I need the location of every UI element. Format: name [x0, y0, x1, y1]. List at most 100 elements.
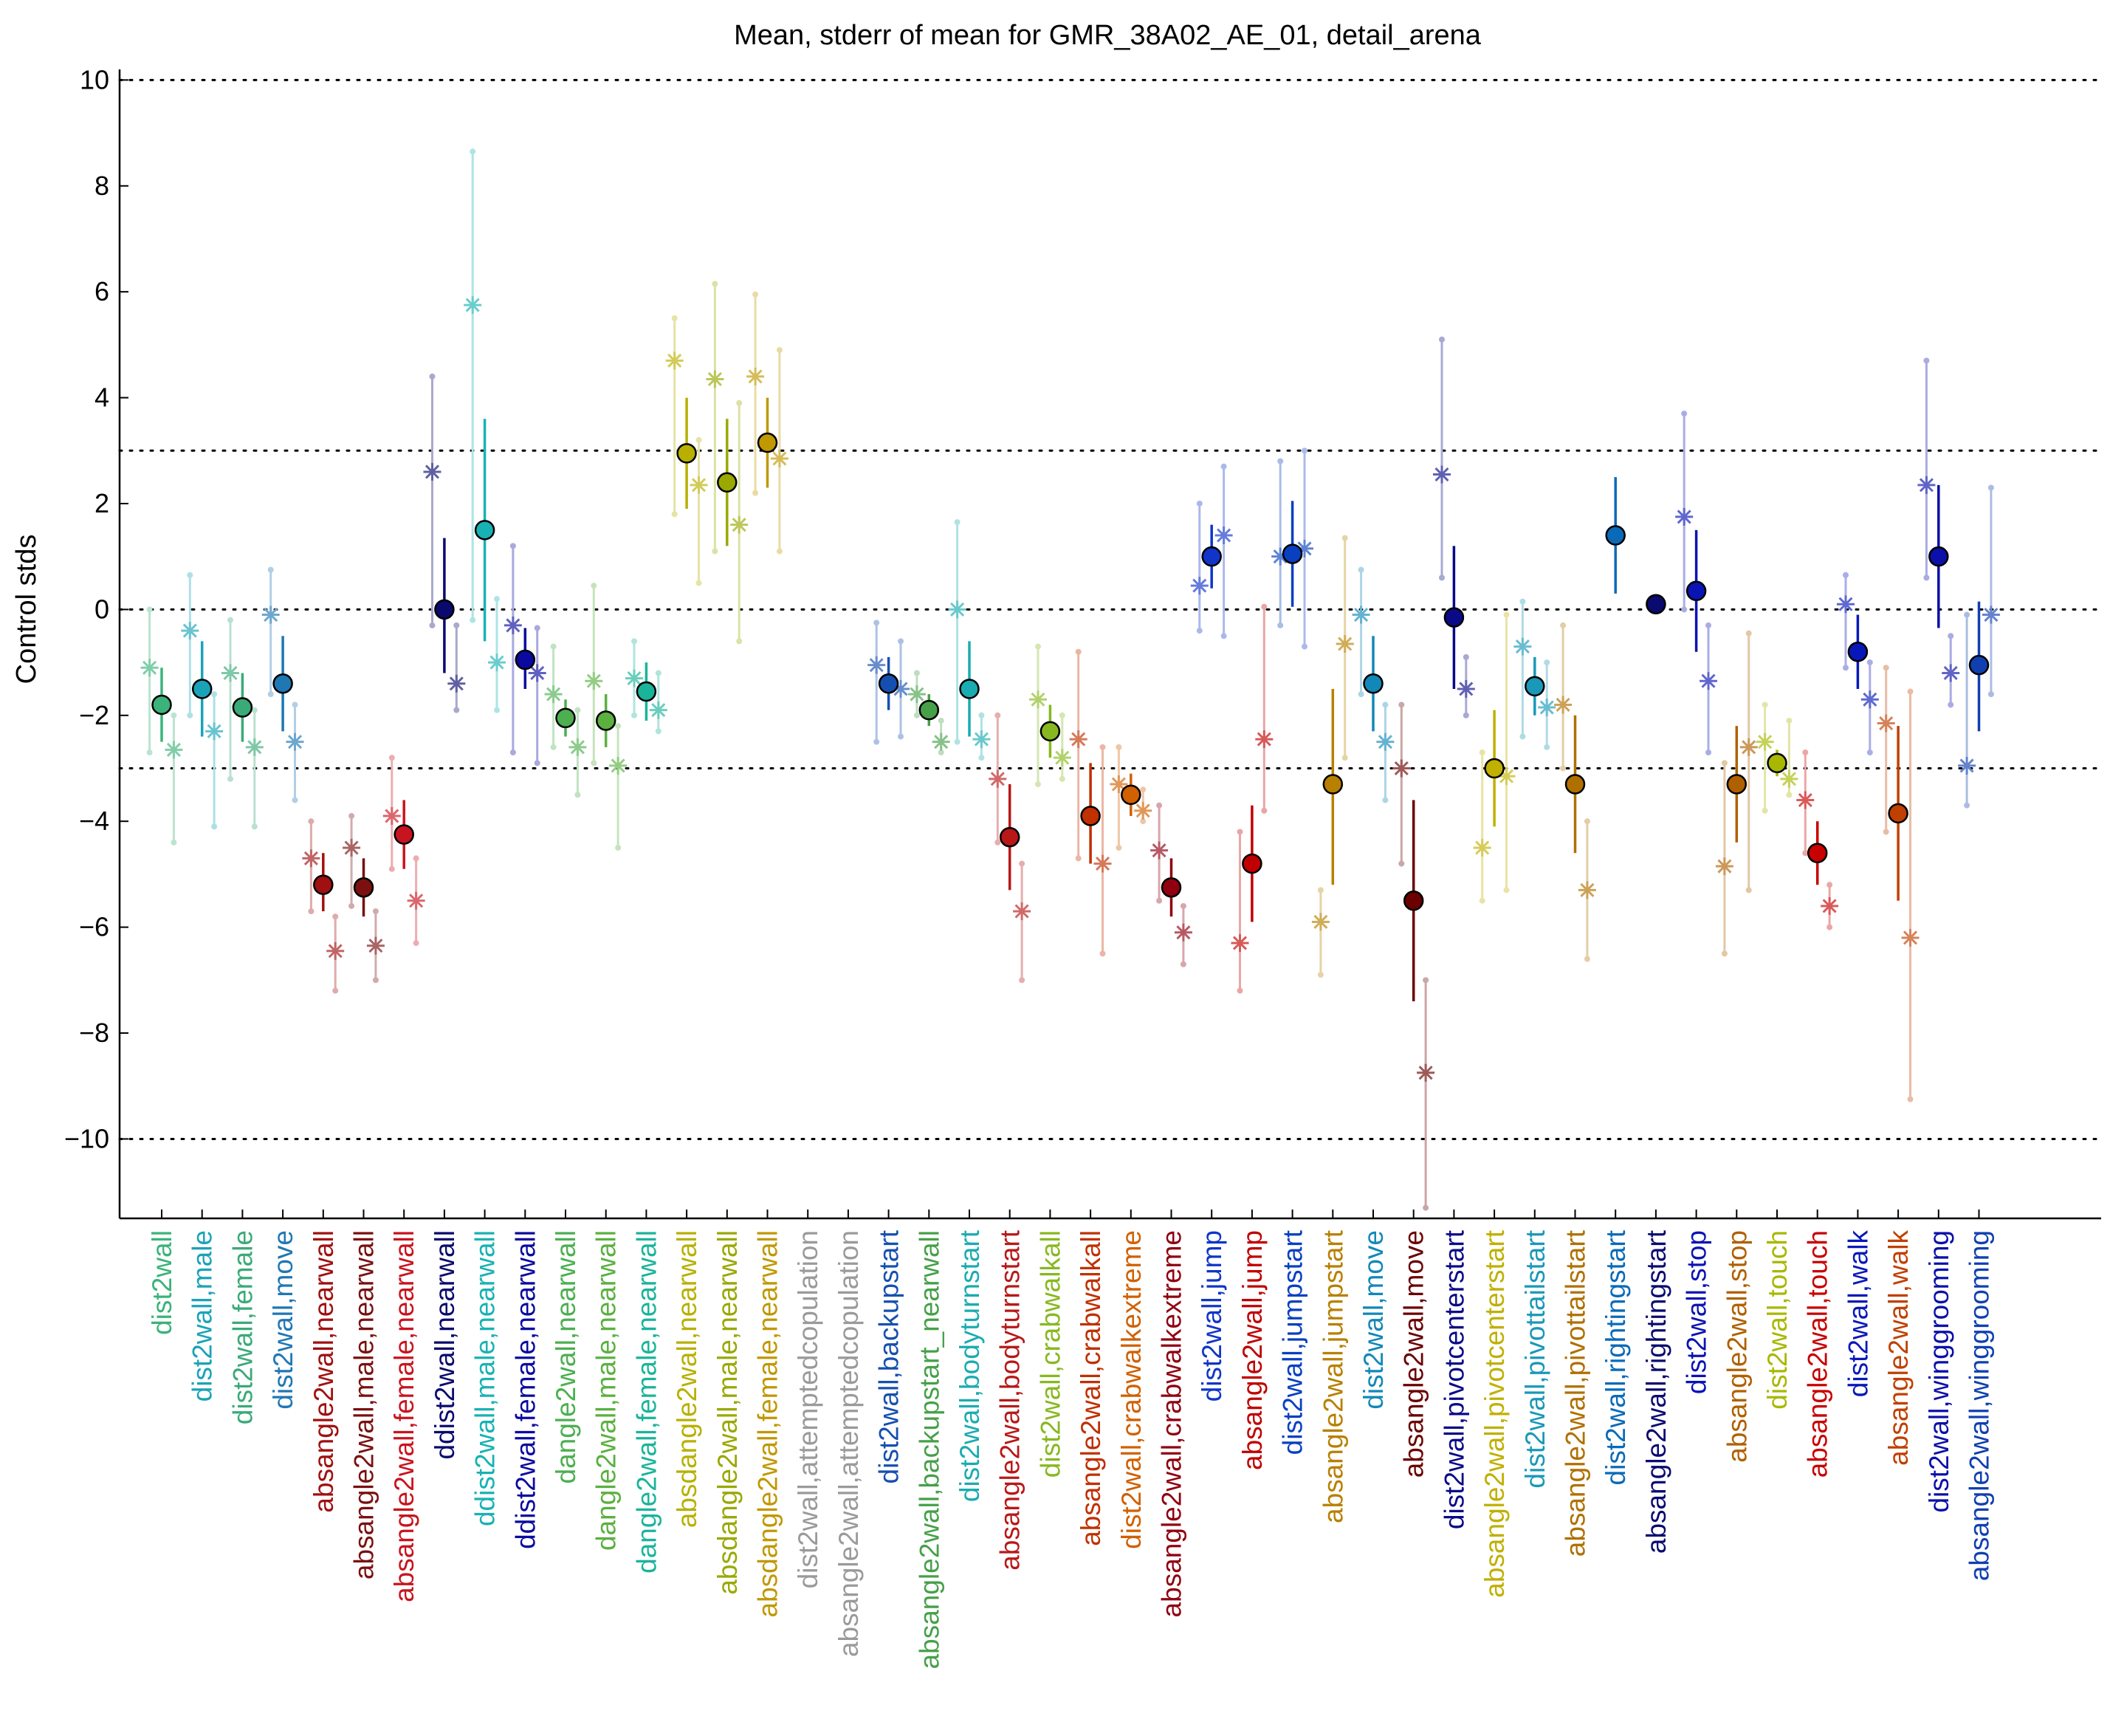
data-point-group: [1028, 643, 1071, 788]
x-tick-label: dist2wall,attemptedcopulation: [793, 1230, 823, 1588]
sub-point-asterisk: [1134, 801, 1152, 820]
x-tick-label: absangle2wall,pivotcenterstart: [1480, 1229, 1510, 1597]
sub-range-end: [534, 625, 540, 631]
sub-range-end: [1358, 691, 1364, 698]
sub-point-asterisk: [867, 656, 886, 674]
asterisk-stroke: [1984, 608, 1999, 622]
sub-range-end: [1560, 765, 1567, 772]
data-point-group: [343, 813, 385, 984]
sub-range-end: [1584, 818, 1590, 825]
data-point-group: [1271, 447, 1314, 650]
data-point-group: [1756, 701, 1798, 814]
sub-range-end: [1503, 611, 1510, 618]
asterisk-stroke: [1434, 467, 1449, 482]
asterisk-stroke: [287, 735, 303, 749]
sub-range-end: [1762, 701, 1768, 708]
data-point-group: [1605, 477, 1626, 594]
sub-range-end: [1786, 717, 1793, 724]
data-point-group: [746, 291, 788, 555]
asterisk-stroke: [1475, 840, 1490, 855]
data-point-group: [989, 712, 1031, 984]
sub-range-end: [1681, 411, 1688, 417]
sub-point-asterisk: [261, 605, 280, 624]
sub-range-end: [913, 670, 920, 676]
sub-range-end: [1382, 701, 1389, 708]
sub-range-end: [1479, 749, 1485, 755]
sub-range-end: [1866, 659, 1873, 666]
sub-range-end: [292, 701, 298, 708]
x-tick-label: ddist2wall,male,nearwall: [470, 1230, 501, 1526]
x-tick-label: dist2wall,male: [188, 1230, 218, 1402]
sub-range-end: [1302, 447, 1308, 454]
asterisk-stroke: [651, 703, 666, 718]
y-tick-label: −4: [79, 806, 109, 836]
mean-point: [878, 673, 899, 694]
sub-range-end: [550, 643, 557, 650]
sub-range-end: [292, 797, 298, 803]
asterisk-stroke: [1071, 732, 1086, 747]
sub-range-end: [1827, 882, 1833, 888]
sub-point-asterisk: [1352, 605, 1370, 624]
sub-point-asterisk: [1174, 923, 1192, 941]
x-tick-label: absdangle2wall,female,nearwall: [753, 1230, 783, 1618]
sub-range-end: [1964, 802, 1970, 809]
sub-range-end: [1059, 712, 1065, 718]
asterisk-stroke: [1313, 914, 1328, 929]
mean-point: [555, 707, 576, 729]
sub-range-end: [1220, 463, 1227, 470]
asterisk-stroke: [506, 618, 520, 633]
sub-range-end: [308, 908, 315, 915]
x-tick-label: dist2wall,move: [1358, 1230, 1389, 1410]
x-tick-label: dangle2wall,male,nearwall: [591, 1230, 622, 1551]
sub-point-asterisk: [1821, 896, 1839, 915]
sub-range-end: [372, 977, 379, 984]
sub-range-end: [211, 823, 218, 830]
mean-point: [272, 673, 293, 694]
data-point-group: [867, 620, 910, 745]
sub-point-asterisk: [690, 476, 708, 494]
data-point-group: [1675, 411, 1718, 755]
sub-point-asterisk: [1578, 881, 1596, 899]
mean-point: [595, 710, 616, 731]
asterisk-stroke: [1111, 777, 1126, 792]
data-point-group: [1473, 611, 1516, 904]
sub-range-end: [776, 347, 783, 354]
data-point-group: [1715, 630, 1758, 957]
y-tick-label: 2: [94, 488, 109, 518]
sub-point-asterisk: [286, 733, 304, 751]
sub-range-end: [1116, 845, 1122, 851]
sub-range-end: [1503, 887, 1510, 893]
sub-range-end: [630, 712, 637, 718]
asterisk-stroke: [990, 772, 1005, 786]
asterisk-stroke: [385, 809, 399, 823]
sub-range-end: [1438, 336, 1445, 343]
sub-range-end: [1681, 606, 1688, 613]
y-tick-label: 6: [94, 276, 109, 306]
x-tick-label: absangle2wall,female,nearwall: [389, 1230, 419, 1602]
y-tick-label: 4: [94, 382, 109, 413]
mean-point: [1080, 806, 1101, 826]
sub-point-asterisk: [1069, 730, 1087, 749]
asterisk-stroke: [1781, 772, 1796, 786]
sub-range-end: [470, 617, 476, 623]
sub-range-end: [550, 744, 557, 750]
sub-range-end: [1827, 924, 1833, 930]
sub-point-asterisk: [932, 733, 950, 751]
data-point-group: [1190, 463, 1233, 639]
sub-range-end: [1560, 622, 1567, 628]
mean-point: [515, 649, 536, 670]
asterisk-stroke: [974, 732, 989, 747]
sub-point-asterisk: [1231, 934, 1249, 953]
x-tick-label: dangle2wall,nearwall: [551, 1230, 581, 1484]
sub-point-asterisk: [1150, 841, 1169, 860]
sub-point-asterisk: [181, 622, 199, 640]
sub-range-end: [332, 913, 339, 920]
mean-point: [1363, 673, 1384, 694]
sub-point-asterisk: [1796, 791, 1815, 809]
asterisk-stroke: [667, 353, 682, 368]
sub-range-end: [1842, 572, 1849, 578]
sub-range-end: [1196, 628, 1203, 634]
mean-point: [676, 443, 697, 464]
mean-point: [1484, 758, 1505, 779]
mean-point: [394, 824, 414, 845]
